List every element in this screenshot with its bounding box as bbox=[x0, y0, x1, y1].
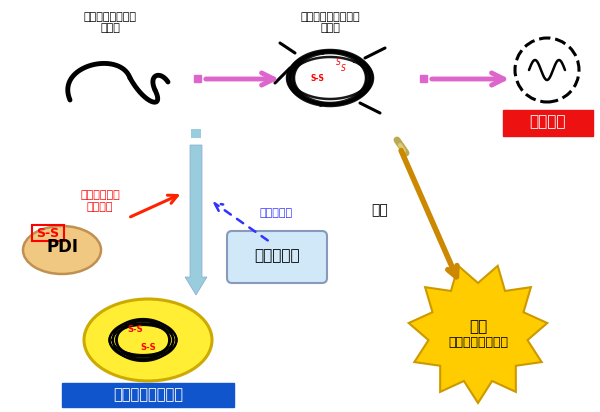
FancyBboxPatch shape bbox=[227, 231, 327, 283]
FancyBboxPatch shape bbox=[503, 110, 593, 136]
Bar bbox=[191, 129, 201, 138]
Text: 新規に合成された: 新規に合成された bbox=[83, 12, 137, 22]
Text: S-S: S-S bbox=[37, 227, 59, 239]
Text: 結合形成: 結合形成 bbox=[87, 202, 113, 212]
Bar bbox=[420, 75, 427, 82]
Text: 蛋白質: 蛋白質 bbox=[320, 23, 340, 33]
Text: S: S bbox=[341, 63, 346, 73]
Text: シャペロン: シャペロン bbox=[254, 248, 300, 264]
Text: S: S bbox=[335, 58, 340, 66]
Text: S-S: S-S bbox=[310, 73, 324, 82]
FancyBboxPatch shape bbox=[62, 383, 234, 407]
Ellipse shape bbox=[84, 299, 212, 381]
Text: 分解除去: 分解除去 bbox=[530, 115, 566, 129]
Text: 立体構造形成促進: 立体構造形成促進 bbox=[113, 388, 183, 403]
Ellipse shape bbox=[23, 226, 101, 274]
Text: ミスフォールドした: ミスフォールドした bbox=[300, 12, 360, 22]
Text: 蛋白質: 蛋白質 bbox=[100, 23, 120, 33]
Text: S-S: S-S bbox=[140, 344, 156, 353]
FancyArrow shape bbox=[185, 145, 207, 295]
Text: ジスルフィド: ジスルフィド bbox=[80, 190, 120, 200]
Bar bbox=[194, 75, 201, 82]
Polygon shape bbox=[409, 266, 547, 403]
Text: （神経変性疾患）: （神経変性疾患） bbox=[448, 335, 508, 349]
Text: S-S: S-S bbox=[127, 325, 143, 335]
Text: 凝集の抑制: 凝集の抑制 bbox=[260, 208, 293, 218]
Text: 疾病: 疾病 bbox=[469, 319, 487, 335]
Text: 蓄積: 蓄積 bbox=[371, 203, 388, 217]
Text: PDI: PDI bbox=[46, 238, 78, 256]
